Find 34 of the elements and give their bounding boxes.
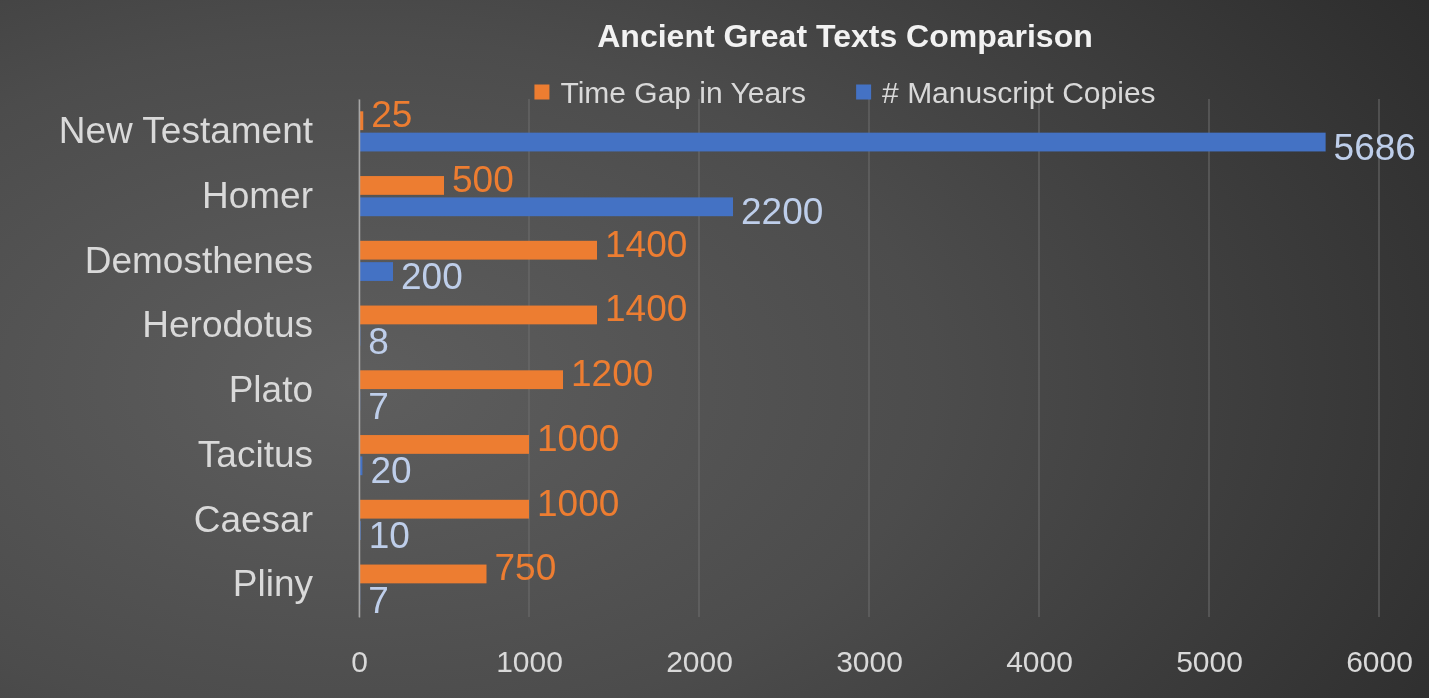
data-label: 500 <box>452 158 514 200</box>
data-label: 200 <box>401 256 463 298</box>
y-tick-label: Demosthenes <box>84 239 313 281</box>
legend-label: # Manuscript Copies <box>882 75 1156 109</box>
data-label: 5686 <box>1333 126 1416 168</box>
y-tick-label: Plato <box>228 369 313 411</box>
data-label: 1200 <box>571 353 654 395</box>
data-label: 7 <box>368 579 389 621</box>
data-label: 25 <box>371 94 413 136</box>
data-label: 7 <box>368 385 389 427</box>
data-label: 1000 <box>537 417 620 459</box>
x-tick-label: 6000 <box>1346 645 1413 679</box>
legend-label: Time Gap in Years <box>560 75 807 109</box>
data-label: 750 <box>494 547 557 589</box>
y-tick-label: Tacitus <box>197 433 313 475</box>
data-label: 1400 <box>605 288 688 330</box>
x-tick-label: 4000 <box>1006 645 1073 679</box>
x-tick-label: 5000 <box>1176 645 1243 679</box>
y-tick-label: Herodotus <box>142 304 313 346</box>
y-tick-label: Pliny <box>232 563 314 605</box>
data-label: 1400 <box>605 223 688 265</box>
data-label: 8 <box>368 320 389 362</box>
data-label: 1000 <box>537 482 620 524</box>
y-tick-label: Caesar <box>193 498 313 540</box>
chart-title: Ancient Great Texts Comparison <box>597 18 1093 54</box>
y-tick-label: Homer <box>201 174 313 216</box>
x-tick-label: 0 <box>351 645 368 679</box>
data-label: 2200 <box>741 191 824 233</box>
y-tick-label: New Testament <box>58 110 314 152</box>
x-tick-label: 3000 <box>836 645 903 679</box>
data-label: 10 <box>368 515 410 557</box>
x-tick-label: 2000 <box>666 645 733 679</box>
data-label: 20 <box>370 450 412 492</box>
x-tick-label: 1000 <box>496 645 563 679</box>
